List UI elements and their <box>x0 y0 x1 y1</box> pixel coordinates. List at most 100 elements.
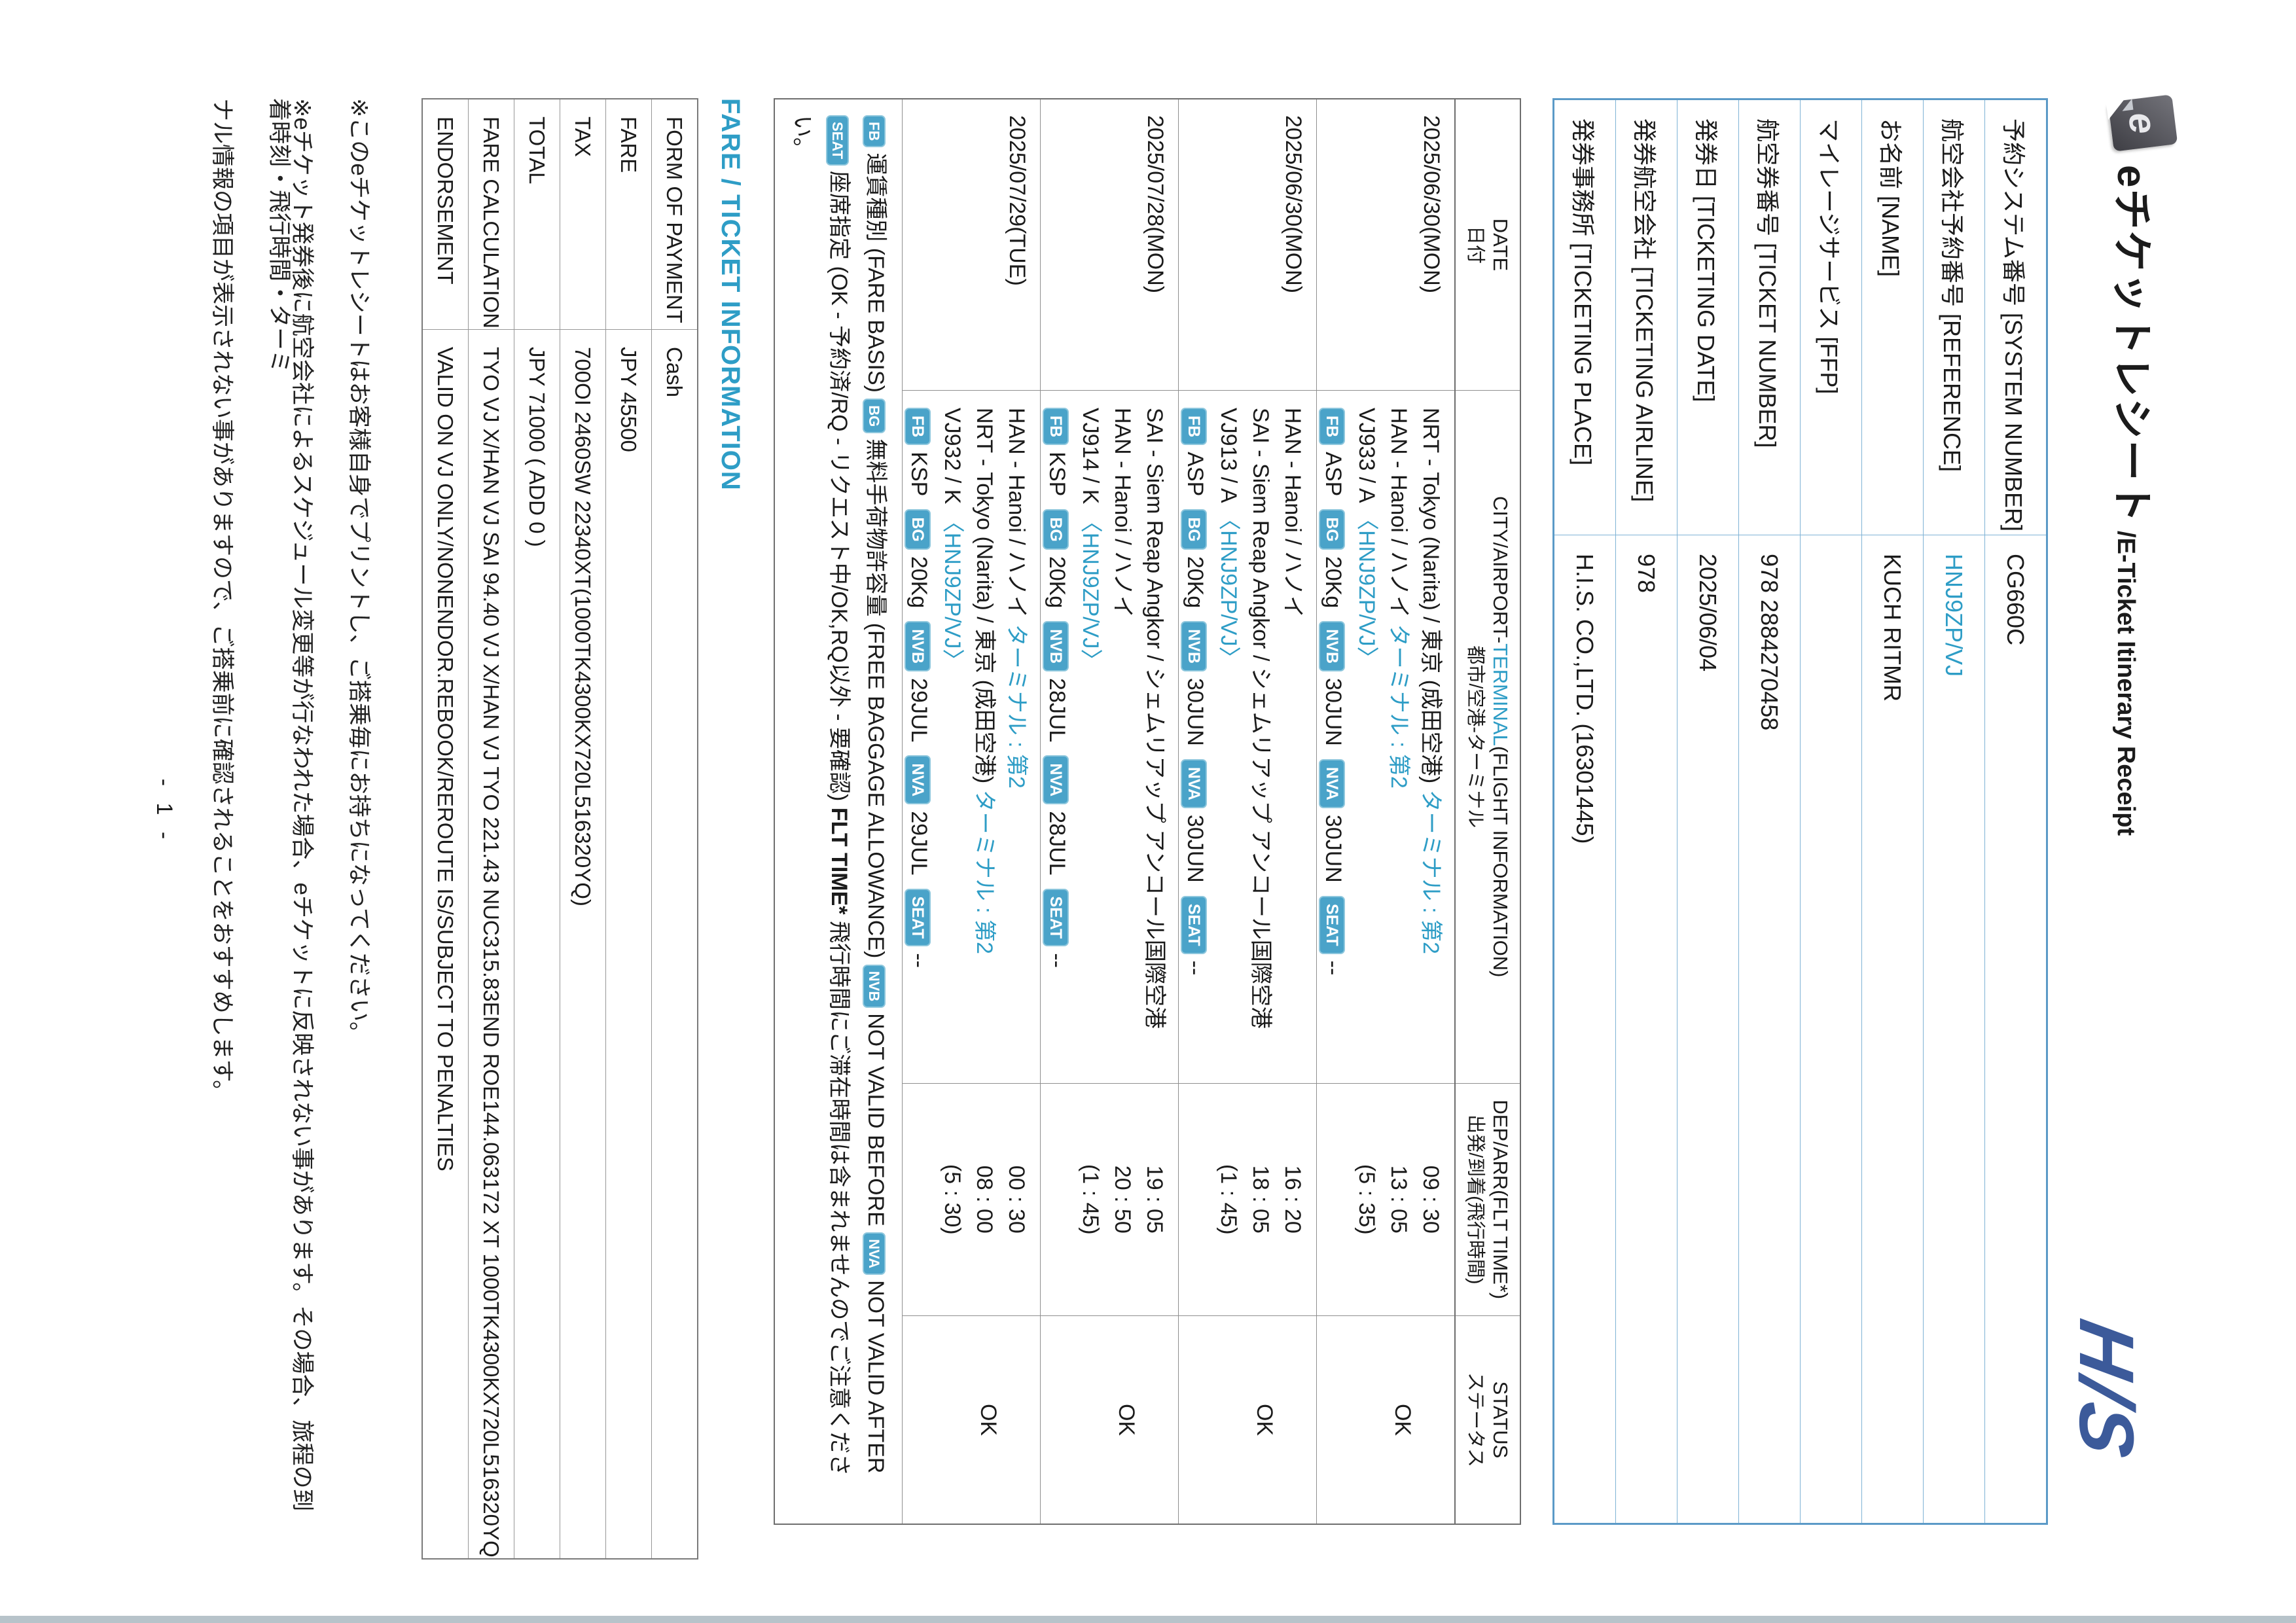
fare-row: FORM OF PAYMENT Cash <box>651 99 698 1559</box>
fare-row: TOTAL JPY 71000 ( ADD 0 ) <box>514 99 560 1559</box>
time-line: (1 : 45) <box>1216 1164 1241 1235</box>
legend-text: NOT VALID BEFORE <box>863 1013 888 1233</box>
footnote-line: ※このeチケットレシートはお客様自身でプリントし、ご搭乗毎にお持ちになってくださ… <box>346 98 372 1044</box>
arrival-line: NRT - Tokyo (Narita) / 東京 (成田空港) ターミナル :… <box>968 408 1000 1083</box>
nvb-badge: NVB <box>1043 621 1069 672</box>
seat-value: -- <box>906 953 931 969</box>
fare-label: FORM OF PAYMENT <box>651 99 698 330</box>
fare-row: FARE JPY 45500 <box>605 99 652 1559</box>
seat-legend-badge: SEAT <box>826 115 849 166</box>
flight-row: 2025/07/28(MON) SAI - Siem Reap Angkor / … <box>1040 99 1179 1524</box>
page-title: eチケットレシート /E-Ticket Itinerary Receipt <box>2109 165 2154 836</box>
booking-row: マイレージサービス [FFP] <box>1800 99 1862 1524</box>
footnote-line: ※eチケット発券後に航空会社によるスケジュール変更等が行なわれた場合、eチケット… <box>266 98 315 1512</box>
flight-number: VJ914 / K <box>1078 407 1103 510</box>
legend-line-1: FB 運賃種別 (FARE BASIS) BG 無料手荷物許容量 (FREE BAG… <box>857 115 894 1508</box>
scanner-edge-artifact <box>0 1616 2296 1623</box>
fb-badge: FB <box>1319 407 1345 446</box>
nva-value: 30JUN <box>1321 814 1346 883</box>
nva-value: 28JUL <box>1045 811 1069 876</box>
nvb-badge-group: NVB 30JUN <box>1319 621 1346 746</box>
booking-ref: 〈HNJ9ZP/VJ〉 <box>1354 508 1379 669</box>
arrival-line-text: HAN - Hanoi / ハノイ <box>1386 407 1411 624</box>
booking-ref: 〈HNJ9ZP/VJ〉 <box>1216 508 1241 669</box>
nva-badge: NVA <box>1319 758 1345 808</box>
fare-ticket-information-heading: FARE / TICKET INFORMATION <box>716 98 745 491</box>
departure-line: HAN - Hanoi / ハノイ ターミナル : 第2 <box>1000 408 1032 1083</box>
time-line: 13 : 05 <box>1386 1165 1411 1234</box>
nvb-legend-badge: NVB <box>863 964 886 1008</box>
terminal-label: ターミナル : 第2 <box>1418 789 1443 954</box>
bg-badge-group: BG 20Kg <box>905 509 931 609</box>
departure-line: HAN - Hanoi / ハノイ <box>1276 408 1308 1083</box>
fare-value: JPY 71000 ( ADD 0 ) <box>514 329 560 1559</box>
flight-status-cell: OK <box>1178 1315 1317 1524</box>
seat-value: -- <box>1045 953 1069 969</box>
booking-label: 予約システム番号 [SYSTEM NUMBER] <box>1984 99 2047 535</box>
flight-status-cell: OK <box>1040 1315 1179 1524</box>
departure-line-text: HAN - Hanoi / ハノイ <box>1004 407 1029 624</box>
bg-value: 20Kg <box>906 556 931 609</box>
booking-row: 予約システム番号 [SYSTEM NUMBER] CG660C <box>1984 99 2047 1524</box>
terminal-highlight: TERMINAL <box>1489 643 1512 746</box>
badge-line: FB KSP BG 20Kg NVB 28JUL NVA 28JUL SEAT -- <box>1041 407 1073 1083</box>
terminal-label: ターミナル : 第2 <box>972 789 997 954</box>
fare-row: FARE CALCULATION TYO VJ X/HAN VJ SAI 94.4… <box>468 99 514 1559</box>
bg-badge-group: BG 20Kg <box>1043 509 1069 609</box>
fb-legend-badge: FB <box>863 115 886 148</box>
fare-value: Cash <box>651 329 698 1559</box>
flight-number: VJ913 / A <box>1216 407 1241 508</box>
fb-badge: FB <box>1181 407 1207 446</box>
legend-text: 運賃種別 (FARE BASIS) <box>863 152 888 399</box>
terminal-label: ターミナル : 第2 <box>1004 624 1029 789</box>
fb-badge: FB <box>905 407 931 446</box>
bg-badge: BG <box>1043 509 1069 550</box>
booking-label: マイレージサービス [FFP] <box>1800 99 1862 535</box>
booking-ref: 〈HNJ9ZP/VJ〉 <box>1078 510 1103 671</box>
seat-value: -- <box>1183 960 1208 976</box>
bg-value: 20Kg <box>1045 556 1069 609</box>
fare-label: ENDORSEMENT <box>422 99 469 330</box>
arrival-line: HAN - Hanoi / ハノイ <box>1106 408 1138 1083</box>
fare-row: TAX 700OI 2460SW 22340XT(1000TK4300KX720L… <box>560 99 606 1559</box>
booking-label: 航空会社予約番号 [REFERENCE] <box>1923 99 1985 535</box>
footnote-line: ナル情報の項目が表示されない事がありますので、ご搭乗前に確認されることをおすすめ… <box>209 98 235 1103</box>
fb-badge: FB <box>1043 407 1069 446</box>
col-status: STATUS ステータス <box>1455 1315 1520 1524</box>
booking-value: 978 <box>1615 535 1677 1524</box>
nva-badge-group: NVA 29JUL <box>905 755 931 876</box>
flight-row: 2025/06/30(MON) HAN - Hanoi / ハノイ SAI - Si… <box>1178 99 1317 1524</box>
flight-row: 2025/06/30(MON) NRT - Tokyo (Narita) / 東京… <box>1316 99 1455 1524</box>
flight-city-cell: HAN - Hanoi / ハノイ ターミナル : 第2 NRT - Tokyo … <box>902 390 1041 1084</box>
time-line: 18 : 05 <box>1248 1165 1273 1234</box>
booking-label: 発券事務所 [TICKETING PLACE] <box>1553 99 1616 535</box>
flight-number: VJ933 / A <box>1354 407 1379 508</box>
arrival-line: SAI - Siem Reap Angkor / シェムリアップ アンコール国際… <box>1244 408 1276 1083</box>
fare-value: JPY 45500 <box>605 329 652 1559</box>
his-logo: H/S <box>2063 1313 2149 1466</box>
fb-badge-group: FB KSP <box>1043 407 1069 496</box>
nva-badge-group: NVA 30JUN <box>1181 758 1208 883</box>
seat-value: -- <box>1321 960 1346 976</box>
nvb-value: 30JUN <box>1321 678 1346 746</box>
flight-status-cell: OK <box>902 1315 1041 1524</box>
bg-value: 20Kg <box>1183 556 1208 609</box>
fb-badge-group: FB ASP <box>1319 407 1346 497</box>
bg-badge-group: BG 20Kg <box>1181 509 1208 609</box>
flight-number-line: VJ932 / K 〈HNJ9ZP/VJ〉 <box>936 408 968 1083</box>
bg-badge: BG <box>1181 509 1207 550</box>
fb-value: ASP <box>1321 452 1346 497</box>
booking-value: HNJ9ZP/VJ <box>1923 535 1985 1524</box>
booking-row: 航空会社予約番号 [REFERENCE] HNJ9ZP/VJ <box>1923 99 1985 1524</box>
fare-value: 700OI 2460SW 22340XT(1000TK4300KX720L516… <box>560 329 606 1559</box>
nva-badge-group: NVA 30JUN <box>1319 758 1346 883</box>
flight-date-cell: 2025/06/30(MON) <box>1316 99 1455 391</box>
nvb-badge: NVB <box>1181 621 1207 672</box>
flight-row: 2025/07/29(TUE) HAN - Hanoi / ハノイ ターミナル :… <box>902 99 1041 1524</box>
badge-line: FB KSP BG 20Kg NVB 29JUL NVA 29JUL SEAT -- <box>903 407 935 1083</box>
time-line: 16 : 20 <box>1280 1165 1305 1234</box>
nva-legend-badge: NVA <box>863 1232 886 1275</box>
nva-badge: NVA <box>1181 758 1207 808</box>
fb-badge-group: FB KSP <box>905 407 931 496</box>
